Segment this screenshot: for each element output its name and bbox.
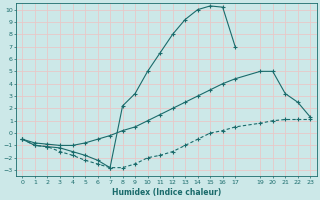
X-axis label: Humidex (Indice chaleur): Humidex (Indice chaleur) xyxy=(112,188,221,197)
